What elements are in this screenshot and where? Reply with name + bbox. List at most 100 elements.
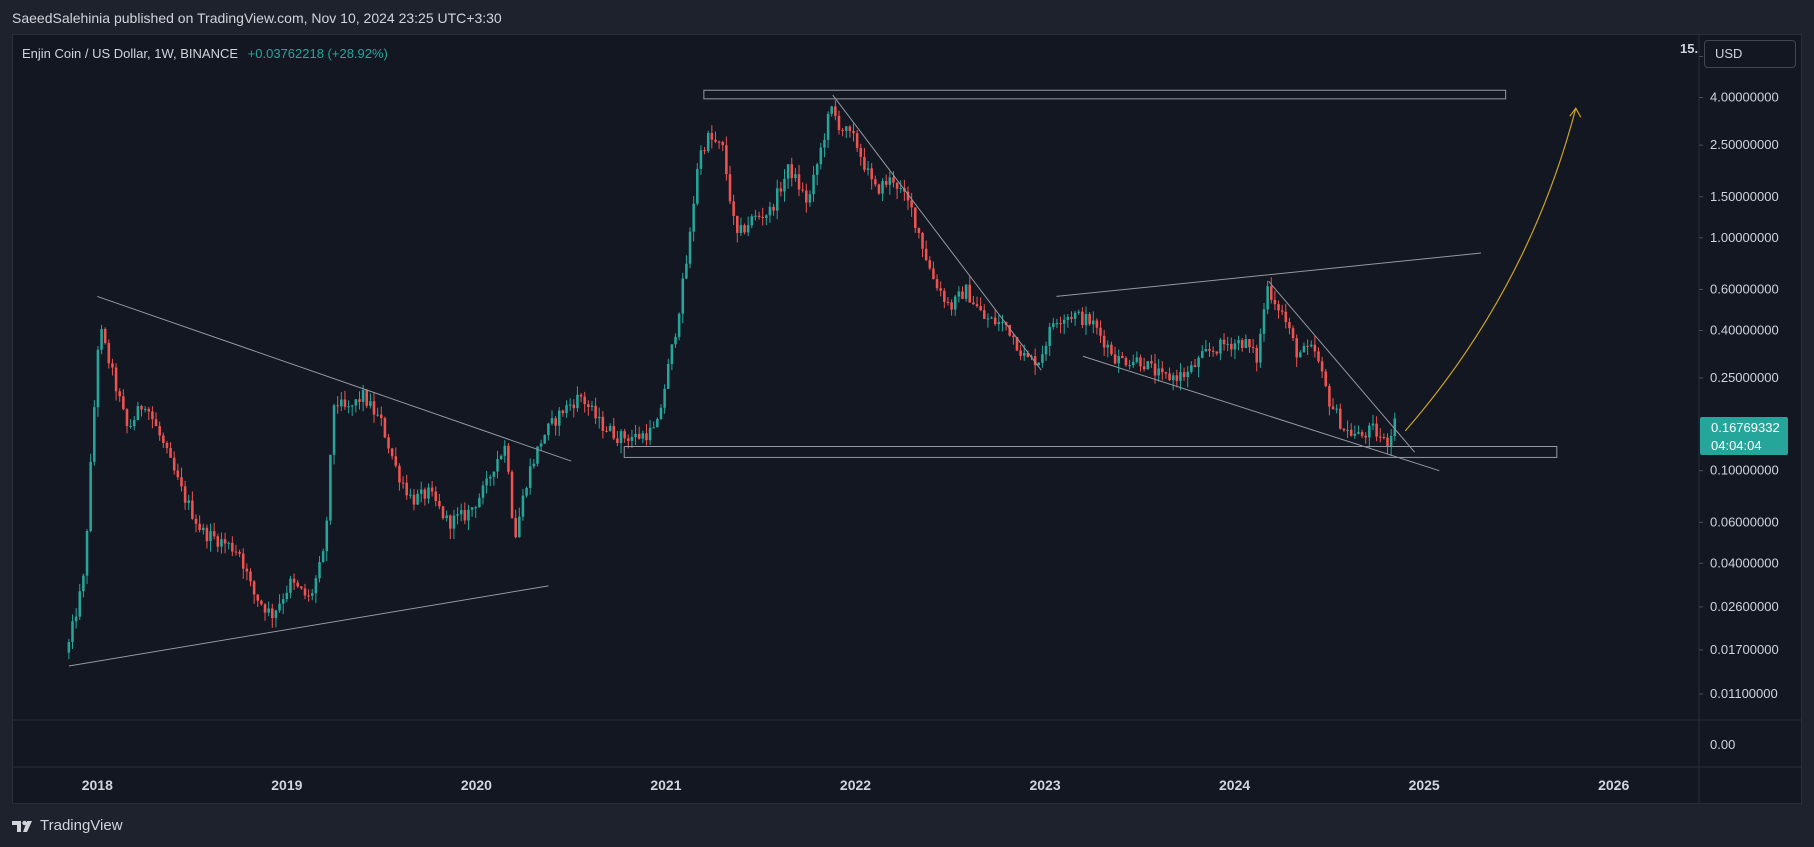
candle-body <box>67 641 71 653</box>
candle-body <box>699 150 703 169</box>
candle-body <box>823 139 826 148</box>
symbol-legend[interactable]: Enjin Coin / US Dollar, 1W, BINANCE +0.0… <box>22 46 388 61</box>
time-tick-label: 2024 <box>1219 777 1250 793</box>
candle-body <box>663 388 666 408</box>
candle-body <box>96 349 100 408</box>
candle-body <box>463 510 467 521</box>
candle-body <box>710 132 714 140</box>
candle-body <box>1375 423 1378 437</box>
candle-body <box>409 494 412 496</box>
candle-body <box>1190 365 1193 372</box>
bar-countdown: 04:04:04 <box>1711 438 1762 453</box>
candle-body <box>583 396 586 405</box>
candle-body <box>510 471 514 518</box>
candle-body <box>241 553 245 569</box>
candle-body <box>340 399 343 407</box>
candle-body <box>855 133 859 148</box>
candle-body <box>1295 338 1298 358</box>
candle-body <box>285 592 289 600</box>
price-axis-cut-label: 15. <box>1680 41 1699 56</box>
candle-body <box>481 485 485 498</box>
candle-body <box>579 394 583 397</box>
candle-body <box>732 201 735 216</box>
candle-body <box>441 506 445 519</box>
candle-body <box>659 407 663 420</box>
candle-body <box>666 364 670 389</box>
candle-body <box>754 215 757 217</box>
candle-body <box>1266 286 1269 310</box>
last-price-value: 0.16769332 <box>1711 420 1780 435</box>
candle-body <box>74 616 78 622</box>
candle-body <box>1219 339 1222 354</box>
candle-body <box>935 279 939 289</box>
candle-body <box>572 404 576 409</box>
candle-body <box>895 182 899 189</box>
candle-body <box>1033 356 1037 366</box>
candle-body <box>1364 435 1367 438</box>
candle-body <box>696 168 699 204</box>
candle-body <box>547 423 550 436</box>
candle-body <box>1008 324 1011 336</box>
candle-body <box>449 515 452 529</box>
trendline <box>1082 355 1440 472</box>
candle-body <box>1393 418 1397 437</box>
candle-body <box>1081 311 1084 326</box>
candle-body <box>928 260 932 269</box>
currency-button[interactable]: USD <box>1704 40 1796 68</box>
candle-body <box>1309 344 1313 347</box>
candle-body <box>1357 432 1360 434</box>
candle-body <box>1088 314 1091 325</box>
candle-body <box>212 531 216 537</box>
candle-body <box>587 404 590 408</box>
candle-body <box>597 416 601 419</box>
time-tick-label: 2019 <box>271 777 302 793</box>
chart-frame[interactable] <box>12 34 1802 804</box>
candle-body <box>125 409 129 427</box>
candle-body <box>518 516 521 538</box>
candle-body <box>180 477 183 487</box>
candle-body <box>1186 371 1189 378</box>
candle-body <box>1099 327 1102 336</box>
candle-body <box>289 578 292 593</box>
candle-body <box>401 482 405 484</box>
candle-body <box>169 448 172 458</box>
candle-body <box>808 194 812 203</box>
candle-body <box>194 518 198 524</box>
candle-body <box>1095 320 1099 328</box>
candle-body <box>278 603 281 611</box>
tradingview-brand[interactable]: TradingView <box>12 817 123 834</box>
candle-body <box>318 562 321 579</box>
candle-body <box>300 586 303 589</box>
candle-body <box>1055 323 1059 325</box>
candle-body <box>630 436 634 441</box>
candle-body <box>1240 340 1244 348</box>
candle-body <box>775 188 779 211</box>
candle-body <box>1012 335 1015 338</box>
candle-body <box>1113 354 1117 364</box>
candle-body <box>565 405 568 414</box>
candle-body <box>790 164 794 179</box>
candle-body <box>220 539 223 547</box>
candle-body <box>826 113 830 140</box>
candle-body <box>260 600 263 605</box>
candle-body <box>162 435 165 443</box>
candle-body <box>576 394 579 409</box>
candle-body <box>797 174 801 190</box>
candle-body <box>329 454 332 521</box>
candle-body <box>1248 339 1251 348</box>
candle-body <box>252 581 256 595</box>
symbol-name[interactable]: Enjin Coin / US Dollar, 1W, BINANCE <box>22 46 239 61</box>
candle-body <box>1382 437 1386 439</box>
candle-body <box>478 497 481 508</box>
candle-body <box>1230 343 1233 350</box>
candle-body <box>681 278 685 314</box>
candle-body <box>307 595 310 597</box>
trendline <box>1268 281 1416 453</box>
candle-body <box>874 179 877 185</box>
candle-body <box>1208 349 1211 351</box>
candle-body <box>670 344 674 365</box>
candle-body <box>805 190 808 203</box>
candle-body <box>379 414 383 419</box>
candle-body <box>637 433 641 439</box>
